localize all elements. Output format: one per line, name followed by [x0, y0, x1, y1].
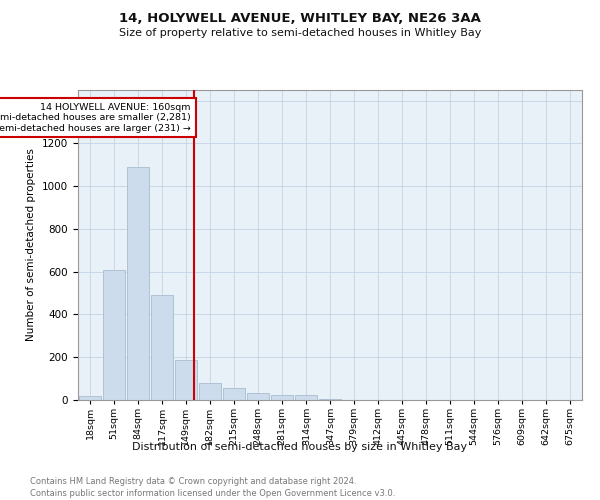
Bar [79, 396, 101, 400]
Bar [175, 360, 197, 400]
Bar [247, 392, 269, 400]
Text: Contains public sector information licensed under the Open Government Licence v3: Contains public sector information licen… [30, 489, 395, 498]
Bar [223, 388, 245, 400]
Bar [199, 383, 221, 400]
Text: Distribution of semi-detached houses by size in Whitley Bay: Distribution of semi-detached houses by … [133, 442, 467, 452]
Text: 14, HOLYWELL AVENUE, WHITLEY BAY, NE26 3AA: 14, HOLYWELL AVENUE, WHITLEY BAY, NE26 3… [119, 12, 481, 26]
Bar [295, 394, 317, 400]
Text: Contains HM Land Registry data © Crown copyright and database right 2024.: Contains HM Land Registry data © Crown c… [30, 478, 356, 486]
Bar [103, 270, 125, 400]
Y-axis label: Number of semi-detached properties: Number of semi-detached properties [26, 148, 37, 342]
Bar [271, 394, 293, 400]
Text: Size of property relative to semi-detached houses in Whitley Bay: Size of property relative to semi-detach… [119, 28, 481, 38]
Bar [151, 295, 173, 400]
Bar [127, 167, 149, 400]
Text: 14 HOLYWELL AVENUE: 160sqm
← 91% of semi-detached houses are smaller (2,281)
9% : 14 HOLYWELL AVENUE: 160sqm ← 91% of semi… [0, 103, 191, 132]
